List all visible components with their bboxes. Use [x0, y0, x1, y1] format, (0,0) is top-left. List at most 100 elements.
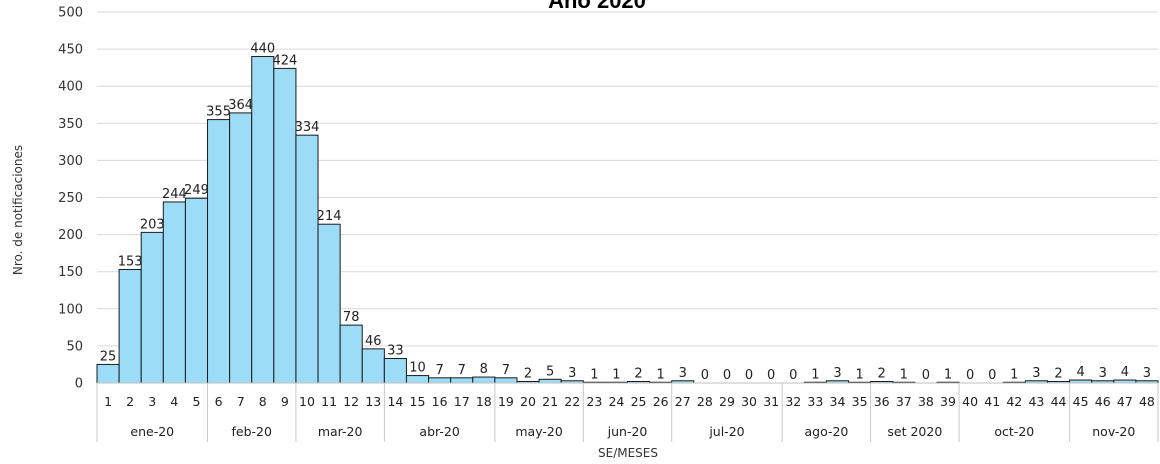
data-label: 355 — [206, 105, 231, 120]
data-label: 0 — [988, 368, 996, 383]
x-tick-label: 34 — [830, 394, 846, 409]
month-label: jun-20 — [607, 424, 648, 439]
bar — [96, 363, 120, 384]
bar — [184, 197, 209, 384]
x-tick-label: 39 — [940, 394, 956, 409]
x-tick-label: 19 — [498, 394, 514, 409]
x-tick-label: 20 — [520, 394, 536, 409]
data-label: 3 — [1099, 366, 1107, 381]
bar — [494, 377, 518, 384]
y-tick-label: 400 — [58, 80, 83, 95]
y-tick-label: 100 — [58, 302, 83, 317]
data-label: 33 — [387, 344, 404, 359]
data-label: 424 — [272, 53, 297, 68]
bar — [339, 324, 363, 384]
y-tick-label: 450 — [58, 43, 83, 58]
month-label: feb-20 — [232, 424, 272, 439]
x-tick-label: 18 — [476, 394, 492, 409]
x-tick-label: 35 — [852, 394, 868, 409]
bar — [472, 376, 496, 384]
chart-title: Año 2020 — [548, 0, 646, 13]
x-tick-label: 45 — [1073, 394, 1089, 409]
x-tick-label: 31 — [763, 394, 779, 409]
data-label: 1 — [811, 367, 819, 382]
data-labels: 2515320324424935536444042433421478463310… — [100, 42, 1151, 383]
data-label: 3 — [1032, 366, 1040, 381]
x-tick-label: 4 — [170, 394, 178, 409]
data-label: 214 — [317, 209, 342, 224]
bar — [295, 134, 319, 384]
y-tick-label: 250 — [58, 191, 83, 206]
x-tick-label: 28 — [697, 394, 713, 409]
data-label: 364 — [228, 98, 253, 113]
data-label: 244 — [162, 187, 187, 202]
x-tick-label: 36 — [874, 394, 890, 409]
x-tick-label: 43 — [1028, 394, 1044, 409]
data-label: 440 — [250, 42, 275, 57]
x-tick-label: 33 — [807, 394, 823, 409]
bar — [405, 375, 430, 384]
bar — [118, 268, 142, 384]
x-tick-label: 11 — [321, 394, 337, 409]
x-tick-label: 25 — [631, 394, 647, 409]
x-tick-label: 6 — [215, 394, 223, 409]
x-tick-label: 47 — [1117, 394, 1133, 409]
data-label: 1 — [612, 367, 620, 382]
data-label: 0 — [966, 368, 974, 383]
data-label: 1 — [657, 367, 665, 382]
x-tick-label: 5 — [192, 394, 200, 409]
bar — [450, 377, 474, 384]
x-tick-label: 2 — [126, 394, 134, 409]
bar — [361, 348, 385, 384]
y-tick-label: 500 — [58, 6, 83, 21]
x-tick-label: 1 — [104, 394, 112, 409]
x-tick-label: 22 — [564, 394, 580, 409]
x-tick-label: 48 — [1139, 394, 1155, 409]
data-label: 4 — [1076, 365, 1084, 380]
month-label: abr-20 — [419, 424, 459, 439]
data-label: 1 — [900, 367, 908, 382]
month-label: may-20 — [515, 424, 562, 439]
data-label: 78 — [343, 310, 360, 325]
x-tick-label: 8 — [259, 394, 267, 409]
x-tick-label: 26 — [653, 394, 669, 409]
data-label: 3 — [679, 366, 687, 381]
data-label: 1 — [944, 367, 952, 382]
y-tick-label: 300 — [58, 154, 83, 169]
bar — [140, 231, 164, 384]
bar — [428, 377, 452, 384]
month-label: set 2020 — [887, 424, 942, 439]
data-label: 1 — [590, 367, 598, 382]
data-label: 4 — [1121, 365, 1129, 380]
data-label: 0 — [922, 368, 930, 383]
data-label: 7 — [502, 363, 510, 378]
data-label: 7 — [458, 363, 466, 378]
data-label: 1 — [855, 367, 863, 382]
month-label: jul-20 — [708, 424, 744, 439]
month-label: ago-20 — [804, 424, 848, 439]
x-tick-label: 12 — [343, 394, 359, 409]
month-label: ene-20 — [130, 424, 174, 439]
x-tick-label: 37 — [896, 394, 912, 409]
data-label: 2 — [524, 367, 532, 382]
x-tick-label: 16 — [432, 394, 448, 409]
y-tick-label: 50 — [66, 339, 83, 354]
data-label: 334 — [295, 120, 320, 135]
data-label: 0 — [767, 368, 775, 383]
data-label: 249 — [184, 183, 209, 198]
x-tick-label: 13 — [365, 394, 381, 409]
month-label: mar-20 — [318, 424, 363, 439]
x-tick-label: 21 — [542, 394, 558, 409]
data-label: 10 — [409, 361, 426, 376]
x-tick-label: 24 — [608, 394, 624, 409]
x-tick-label: 7 — [237, 394, 245, 409]
bar — [273, 67, 297, 384]
data-label: 3 — [568, 366, 576, 381]
bars — [96, 56, 1159, 384]
x-tick-label: 9 — [281, 394, 289, 409]
x-tick-label: 29 — [719, 394, 735, 409]
data-label: 0 — [745, 368, 753, 383]
data-label: 3 — [833, 366, 841, 381]
y-tick-label: 0 — [75, 377, 83, 392]
